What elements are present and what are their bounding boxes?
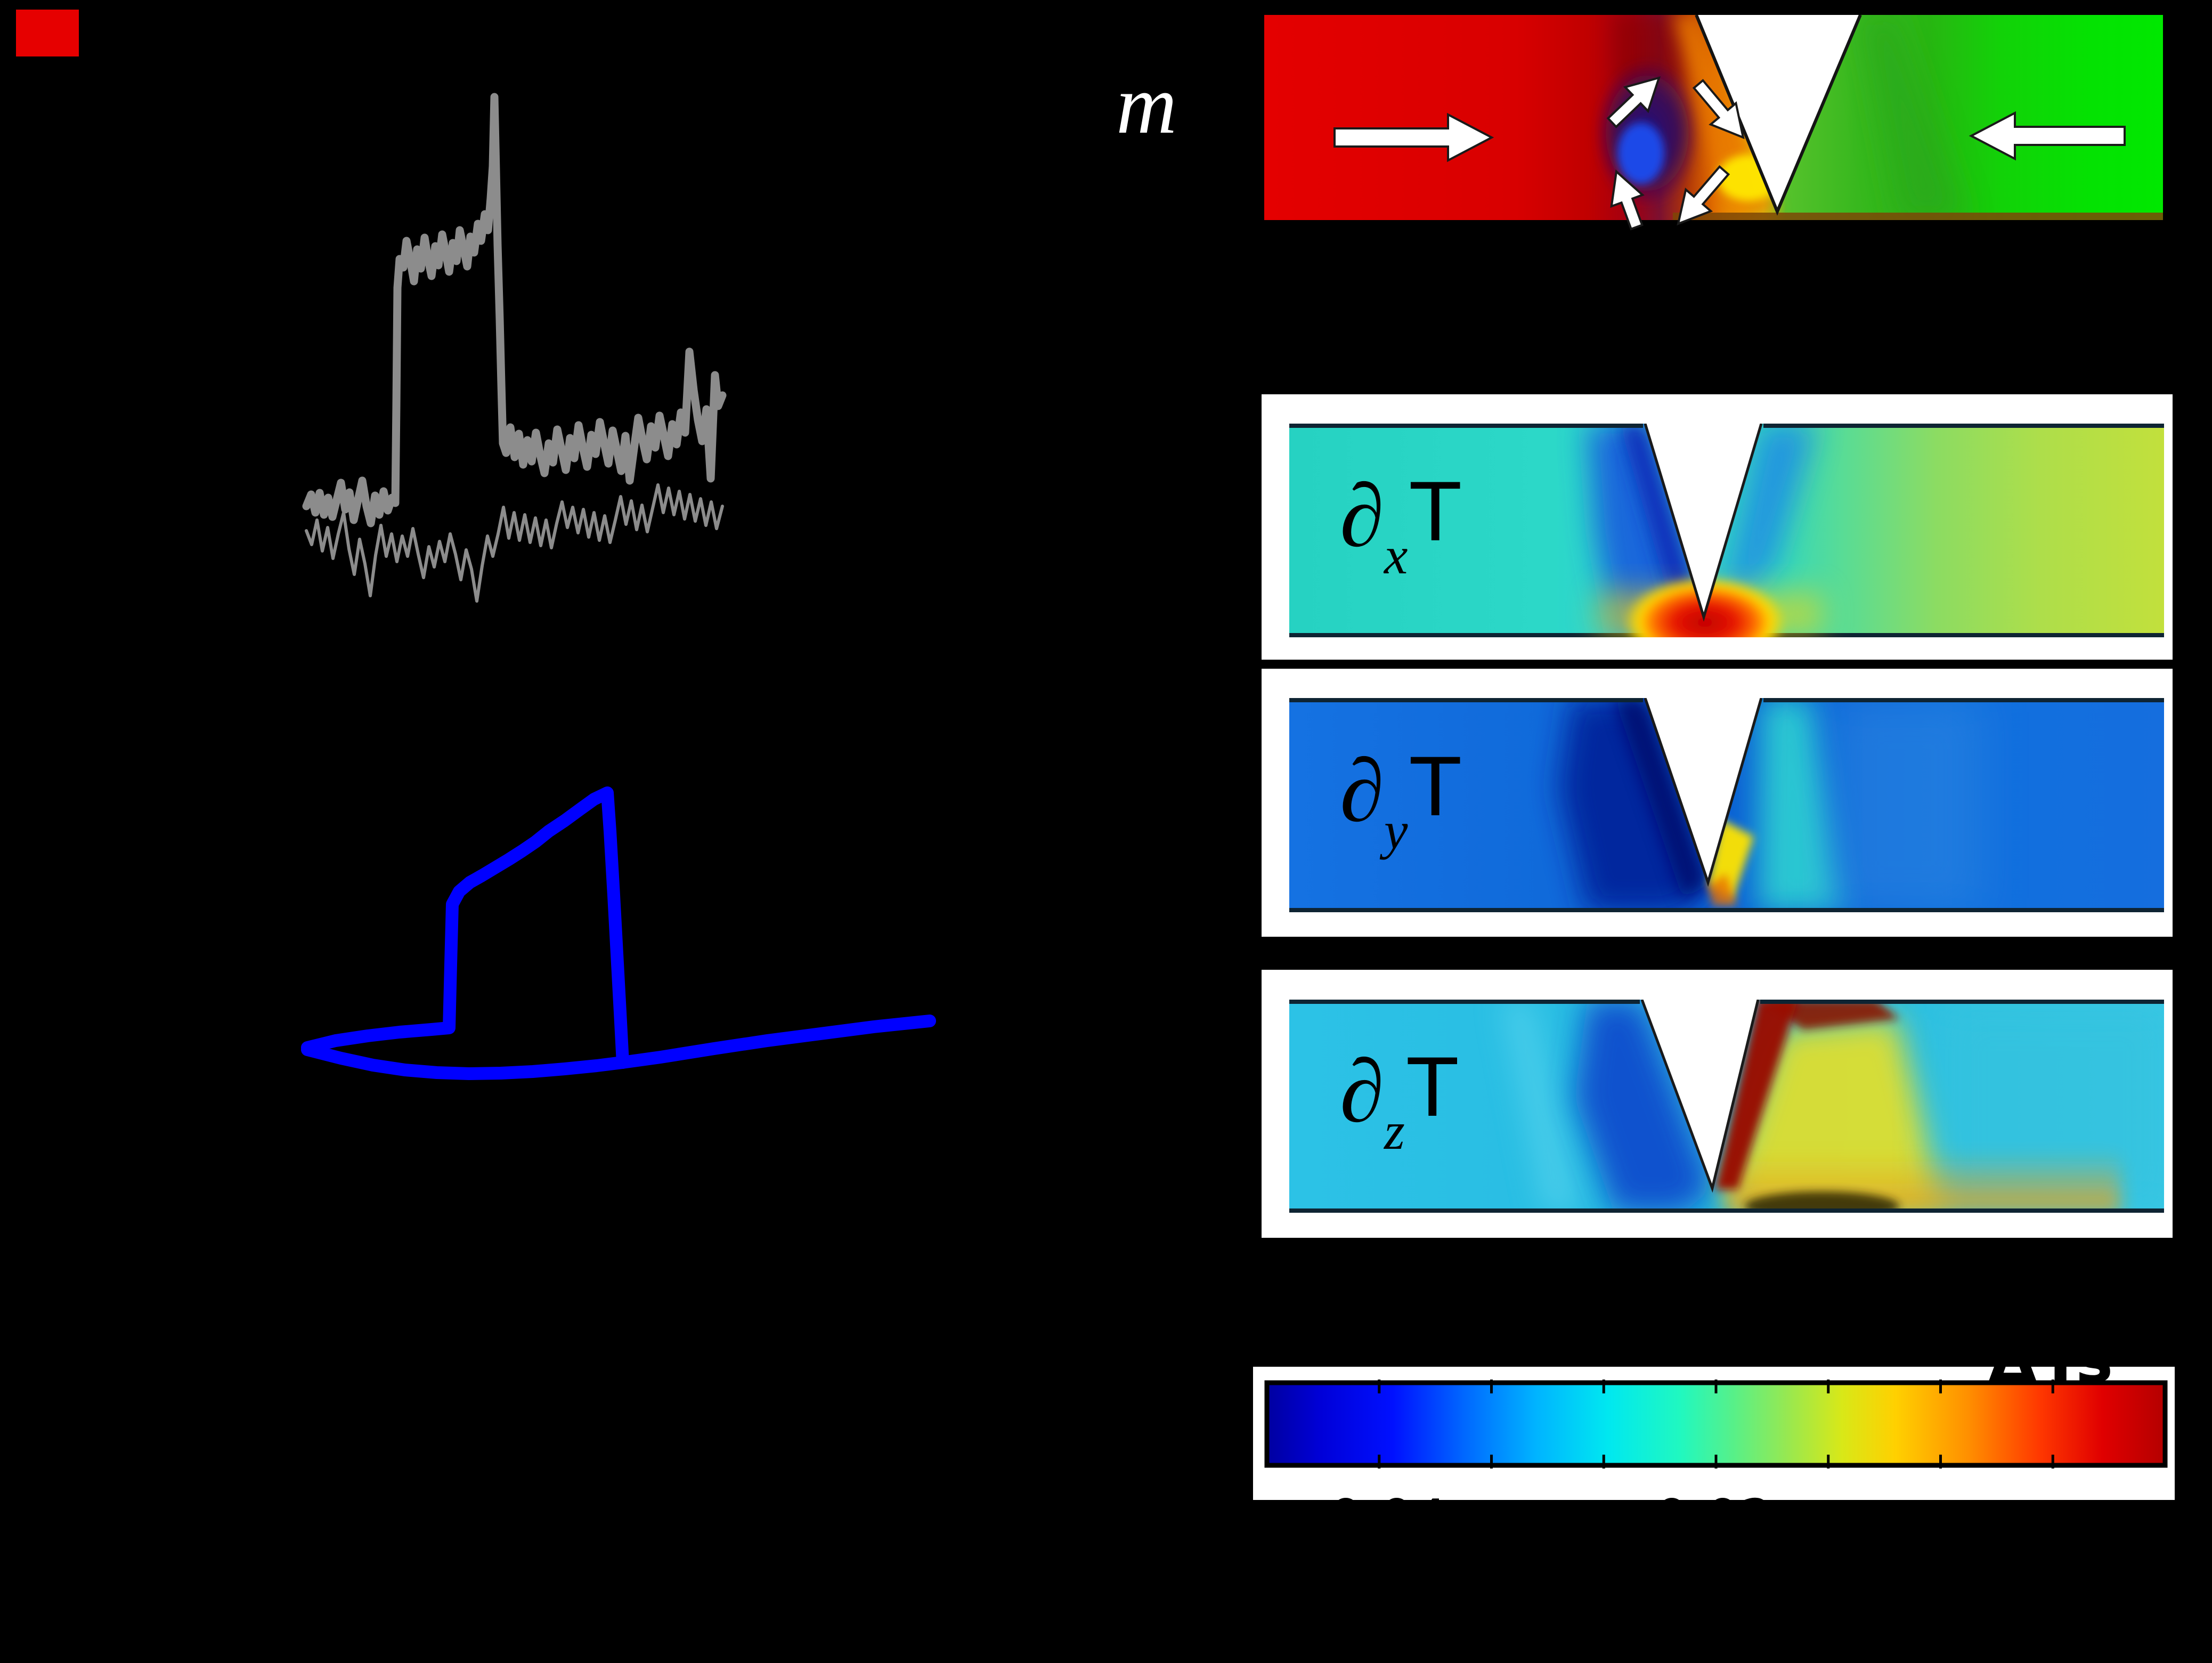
gray-thin-trace [305,483,724,603]
notch-m [1696,15,1860,212]
dxT-label: ∂xT [1340,466,1460,585]
dzT-label: ∂zT [1340,1042,1457,1161]
blue-baseline-branch [301,1015,936,1080]
dzT-panel [1262,970,2173,1238]
line-traces [301,93,936,1080]
colorbar-tick [1378,1380,1381,1393]
colorbar-tick-label: 0.02 [1634,1488,1794,1500]
partial-symbol: ∂ [1340,741,1385,840]
colorbar-title-clipped: ΔTs [1988,1367,2115,1397]
colorbar-tick-label: 0.04 [1308,1488,1468,1500]
colorbar-tick [1490,1380,1493,1393]
magnetization-map-panel [1264,15,2163,231]
colorbar-tick [1490,1455,1493,1469]
recording-badge [16,10,79,56]
blue-step-branch [301,786,629,1069]
colorbar-tick [1714,1455,1718,1469]
colorbar-tick [1378,1455,1381,1469]
arrow-right-icon [1333,112,1494,163]
colorbar-tick [1602,1455,1605,1469]
partial-symbol: ∂ [1340,1042,1385,1141]
arrow-up-right-icon [1606,76,1661,128]
dxT-panel [1262,394,2173,660]
arrow-left-icon [1969,111,2126,161]
colorbar-tick [1939,1380,1942,1393]
notch-dzT [1642,1000,1758,1188]
notch-dyT [1645,698,1761,882]
arrow-down-right-icon [1692,79,1745,140]
colorbar [1253,1367,2175,1500]
colorbar-ticks [1378,1380,2054,1469]
m-panel-label: m [1116,58,1177,151]
colorbar-tick [2051,1380,2054,1393]
dyT-label: ∂yT [1340,741,1460,860]
gray-thick-trace [302,93,727,528]
dyT-panel [1262,669,2173,937]
magnetization-arrows [1333,76,2126,231]
colorbar-tick [2051,1455,2054,1469]
colorbar-tick [1827,1455,1830,1469]
colorbar-label-strip: 0.04 0.02 ΔTs [1253,1367,2175,1500]
arrow-down-left-icon [1677,165,1730,226]
colorbar-tick [1714,1380,1718,1393]
colorbar-tick [1827,1380,1830,1393]
partial-symbol: ∂ [1340,466,1385,565]
colorbar-tick [1602,1380,1605,1393]
arrow-up-icon [1610,169,1645,231]
colorbar-tick [1939,1455,1942,1469]
notch-dxT [1645,424,1761,617]
